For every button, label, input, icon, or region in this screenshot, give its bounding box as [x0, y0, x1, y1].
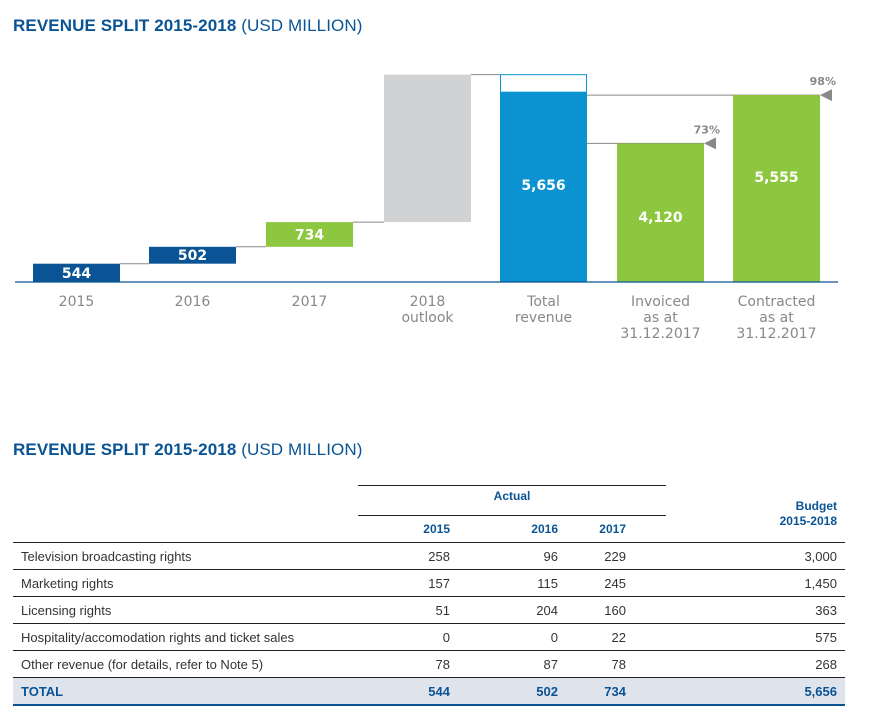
row-label: TOTAL: [13, 677, 358, 706]
chart-title-unit: (USD MILLION): [241, 16, 363, 35]
cell-value: 157: [358, 569, 458, 597]
column-header-2015: 2015: [358, 515, 458, 543]
pointer-arrow-icon: [704, 137, 716, 150]
cell-value: 575: [666, 623, 845, 651]
cell-value: 544: [358, 677, 458, 706]
category-label: as at: [643, 310, 678, 326]
budget-header-line1: Budget: [795, 498, 837, 513]
cell-value: 268: [666, 650, 845, 678]
cell-value: 87: [458, 650, 566, 678]
total-row: TOTAL 544 502 734 5,656: [13, 677, 845, 706]
category-label: outlook: [401, 310, 454, 326]
table-row: Television broadcasting rights 258 96 229 3,…: [13, 542, 845, 570]
table-row: Hospitality/accomodation rights and tick…: [13, 623, 845, 651]
chart-title: REVENUE SPLIT 2015-2018 (USD MILLION): [13, 16, 363, 36]
bar-total-revenue: [500, 91, 587, 283]
cell-value: 78: [566, 650, 666, 678]
table-title-unit: (USD MILLION): [241, 440, 363, 459]
cell-value: 5,656: [666, 677, 845, 706]
cell-value: 258: [358, 542, 458, 570]
cell-value: 51: [358, 596, 458, 624]
data-label: 5,555: [754, 170, 798, 186]
category-label: 31.12.2017: [736, 326, 816, 342]
table-row: Other revenue (for details, refer to Not…: [13, 650, 845, 678]
category-label: Total: [526, 294, 560, 310]
category-label: 31.12.2017: [620, 326, 700, 342]
budget-header: Budget 2015-2018: [666, 485, 845, 543]
bar-2015: [33, 263, 120, 282]
category-label: as at: [759, 310, 794, 326]
cell-value: 115: [458, 569, 566, 597]
data-label: 734: [295, 227, 324, 243]
category-label: 2015: [59, 294, 95, 310]
bar-contracted-as-at-31-12-2017: [733, 95, 820, 282]
bar-2017: [266, 222, 353, 247]
cell-value: 363: [666, 596, 845, 624]
cell-value: 502: [458, 677, 566, 706]
bar-2018-outlook: [384, 74, 471, 223]
cell-value: 96: [458, 542, 566, 570]
table-title: REVENUE SPLIT 2015-2018 (USD MILLION): [13, 440, 363, 460]
pointer-arrow-icon: [820, 89, 832, 102]
data-label: 544: [62, 266, 91, 282]
percent-label: 98%: [810, 75, 836, 88]
category-label: 2016: [175, 294, 211, 310]
row-label: Marketing rights: [13, 569, 358, 597]
cell-value: 3,000: [666, 542, 845, 570]
bar-2016: [149, 246, 236, 264]
column-header-2016: 2016: [458, 515, 566, 543]
cell-value: 22: [566, 623, 666, 651]
cell-value: 0: [458, 623, 566, 651]
data-label: 4,120: [638, 210, 683, 226]
revenue-table: Actual Budget 2015-2018 2015 2016 2017 T…: [13, 485, 845, 706]
actual-header: Actual: [358, 485, 666, 516]
percent-label: 73%: [694, 123, 720, 136]
category-label: 2017: [292, 294, 328, 310]
table-row: Licensing rights 51 204 160 363: [13, 596, 845, 624]
budget-header-line2: 2015-2018: [779, 513, 837, 528]
bar-invoiced-as-at-31-12-2017: [617, 143, 704, 282]
column-header-2017: 2017: [566, 515, 666, 543]
category-label: Contracted: [738, 294, 816, 310]
category-label: Invoiced: [631, 294, 690, 310]
category-label: 2018: [410, 294, 446, 310]
row-label: Licensing rights: [13, 596, 358, 624]
cell-value: 78: [358, 650, 458, 678]
row-label: Hospitality/accomodation rights and tick…: [13, 623, 358, 651]
chart-title-bold: REVENUE SPLIT 2015-2018: [13, 16, 237, 35]
row-label: Other revenue (for details, refer to Not…: [13, 650, 358, 678]
data-label: 5,656: [521, 178, 565, 194]
cell-value: 1,450: [666, 569, 845, 597]
category-label: revenue: [515, 310, 572, 326]
cell-value: 0: [358, 623, 458, 651]
row-label: Television broadcasting rights: [13, 542, 358, 570]
cell-value: 204: [458, 596, 566, 624]
data-label: 502: [178, 248, 207, 264]
cell-value: 160: [566, 596, 666, 624]
cell-value: 734: [566, 677, 666, 706]
table-title-bold: REVENUE SPLIT 2015-2018: [13, 440, 237, 459]
table-row: Marketing rights 157 115 245 1,450: [13, 569, 845, 597]
cell-value: 229: [566, 542, 666, 570]
cell-value: 245: [566, 569, 666, 597]
